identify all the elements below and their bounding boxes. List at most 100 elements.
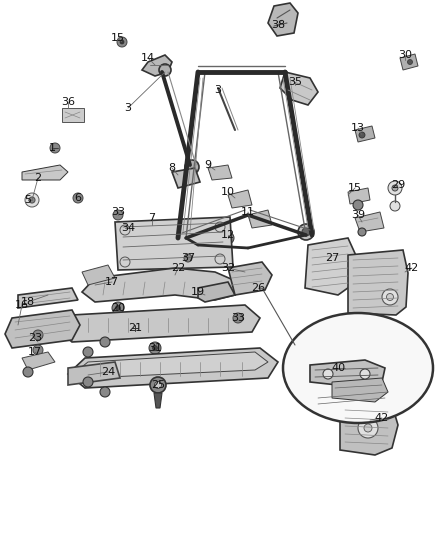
Text: 8: 8 <box>169 163 176 173</box>
Circle shape <box>112 302 124 314</box>
Polygon shape <box>115 217 233 270</box>
Circle shape <box>100 387 110 397</box>
Circle shape <box>83 377 93 387</box>
Polygon shape <box>5 310 80 348</box>
Polygon shape <box>332 378 388 402</box>
Polygon shape <box>22 352 55 370</box>
Text: 30: 30 <box>398 50 412 60</box>
Polygon shape <box>340 400 398 455</box>
Text: 24: 24 <box>101 367 115 377</box>
Polygon shape <box>268 3 298 36</box>
Circle shape <box>150 377 166 393</box>
Circle shape <box>33 345 43 355</box>
Circle shape <box>23 367 33 377</box>
Circle shape <box>358 228 366 236</box>
Circle shape <box>50 143 60 153</box>
Text: 19: 19 <box>191 287 205 297</box>
Circle shape <box>113 210 123 220</box>
Polygon shape <box>355 212 384 232</box>
Text: 6: 6 <box>74 193 81 203</box>
Circle shape <box>407 60 413 64</box>
Circle shape <box>386 294 393 301</box>
Bar <box>62 108 84 122</box>
Circle shape <box>388 181 402 195</box>
Text: 13: 13 <box>351 123 365 133</box>
Polygon shape <box>305 238 358 295</box>
Polygon shape <box>172 168 200 188</box>
Polygon shape <box>82 265 115 285</box>
Polygon shape <box>228 262 272 295</box>
Text: 9: 9 <box>205 160 212 170</box>
Circle shape <box>390 201 400 211</box>
Circle shape <box>152 345 158 351</box>
Circle shape <box>359 132 365 138</box>
Circle shape <box>353 200 363 210</box>
Text: 22: 22 <box>171 263 185 273</box>
Text: 10: 10 <box>221 187 235 197</box>
Text: 33: 33 <box>231 313 245 323</box>
Text: 23: 23 <box>28 333 42 343</box>
Text: 3: 3 <box>215 85 222 95</box>
Circle shape <box>364 424 372 432</box>
Text: 7: 7 <box>148 213 155 223</box>
Text: 15: 15 <box>111 33 125 43</box>
Circle shape <box>358 418 378 438</box>
Text: 18: 18 <box>21 297 35 307</box>
Circle shape <box>360 369 370 379</box>
Polygon shape <box>248 210 272 228</box>
Text: 40: 40 <box>331 363 345 373</box>
Text: 29: 29 <box>391 180 405 190</box>
Circle shape <box>120 40 124 44</box>
Polygon shape <box>228 190 252 208</box>
Circle shape <box>120 223 130 233</box>
Polygon shape <box>82 268 238 302</box>
Circle shape <box>117 37 127 47</box>
Text: 15: 15 <box>348 183 362 193</box>
Circle shape <box>73 193 83 203</box>
Polygon shape <box>68 362 120 385</box>
Text: 34: 34 <box>121 223 135 233</box>
Polygon shape <box>208 165 232 180</box>
Text: 35: 35 <box>288 77 302 87</box>
Text: 1: 1 <box>49 143 56 153</box>
Text: 14: 14 <box>141 53 155 63</box>
Polygon shape <box>142 55 172 76</box>
Text: 32: 32 <box>221 263 235 273</box>
Text: 3: 3 <box>124 103 131 113</box>
Circle shape <box>302 228 310 236</box>
Text: 2: 2 <box>35 173 42 183</box>
Circle shape <box>382 289 398 305</box>
Circle shape <box>29 197 35 203</box>
Circle shape <box>159 64 171 76</box>
Text: 21: 21 <box>128 323 142 333</box>
Circle shape <box>215 254 225 264</box>
Text: 31: 31 <box>148 343 162 353</box>
Circle shape <box>149 342 161 354</box>
Text: 11: 11 <box>241 207 255 217</box>
Polygon shape <box>310 360 385 388</box>
Text: 27: 27 <box>325 253 339 263</box>
Circle shape <box>83 347 93 357</box>
Text: 39: 39 <box>351 210 365 220</box>
Polygon shape <box>198 282 235 302</box>
Text: 17: 17 <box>28 347 42 357</box>
Polygon shape <box>58 305 260 342</box>
Text: 26: 26 <box>251 283 265 293</box>
Polygon shape <box>22 165 68 180</box>
Circle shape <box>120 225 130 235</box>
Polygon shape <box>348 188 370 204</box>
Text: 17: 17 <box>105 277 119 287</box>
Text: 16: 16 <box>15 300 29 310</box>
Text: 25: 25 <box>151 380 165 390</box>
Circle shape <box>222 232 234 244</box>
Circle shape <box>100 337 110 347</box>
Polygon shape <box>78 352 268 378</box>
Polygon shape <box>280 72 318 105</box>
Text: 42: 42 <box>375 413 389 423</box>
Text: 20: 20 <box>111 303 125 313</box>
Circle shape <box>120 257 130 267</box>
Text: 5: 5 <box>25 195 32 205</box>
Circle shape <box>323 369 333 379</box>
Ellipse shape <box>283 313 433 423</box>
Polygon shape <box>400 54 418 70</box>
